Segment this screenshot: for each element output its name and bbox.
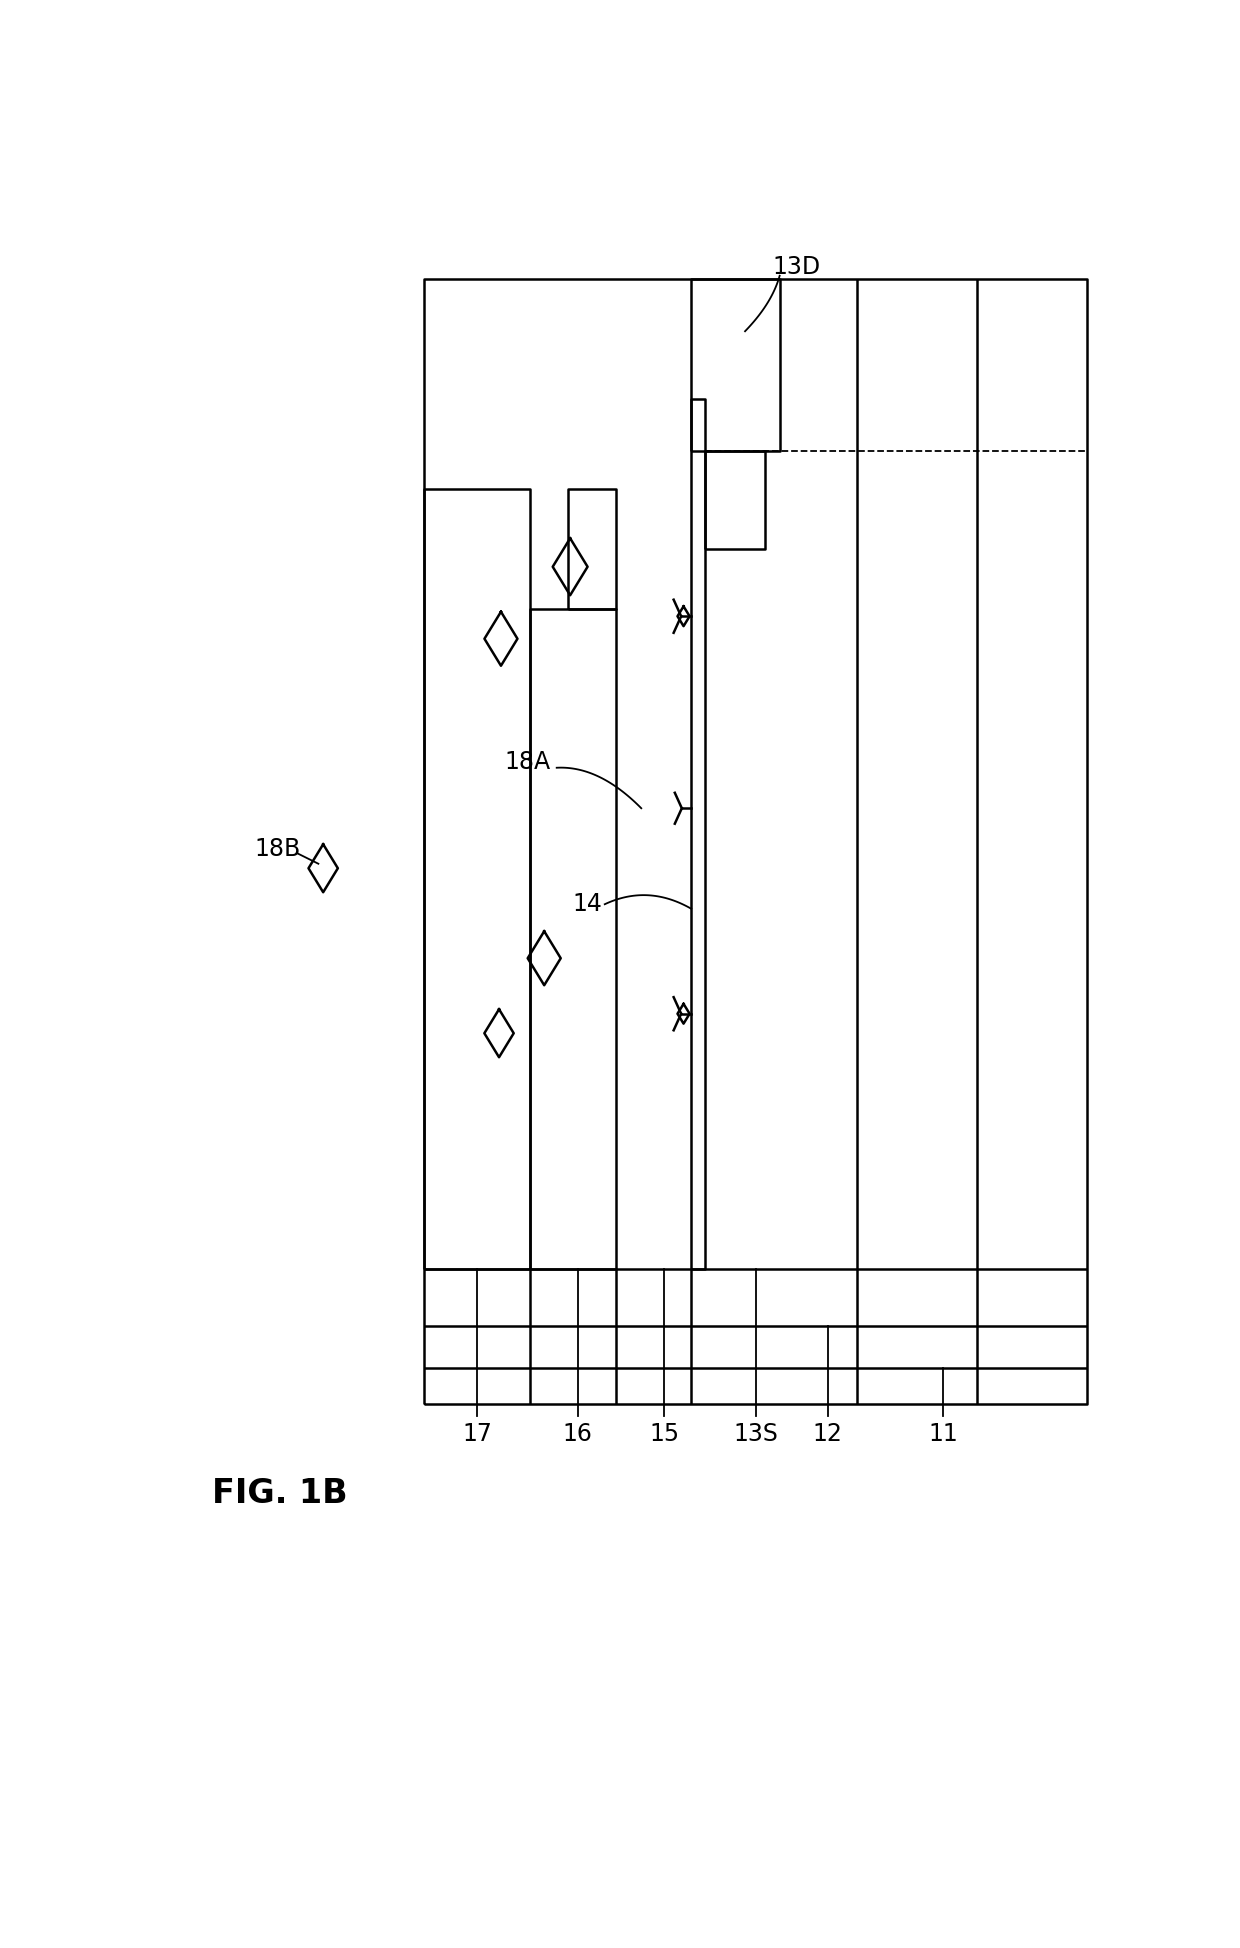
Text: FIG. 1B: FIG. 1B <box>212 1477 347 1510</box>
Text: 13S: 13S <box>733 1422 777 1445</box>
Text: 17: 17 <box>463 1422 492 1445</box>
Text: 14: 14 <box>573 892 603 916</box>
Text: 12: 12 <box>812 1422 843 1445</box>
Text: 18A: 18A <box>505 750 551 773</box>
Text: 15: 15 <box>650 1422 680 1445</box>
Text: 13D: 13D <box>773 255 821 279</box>
Text: 16: 16 <box>563 1422 593 1445</box>
Text: 18B: 18B <box>255 838 301 861</box>
Text: 11: 11 <box>929 1422 957 1445</box>
